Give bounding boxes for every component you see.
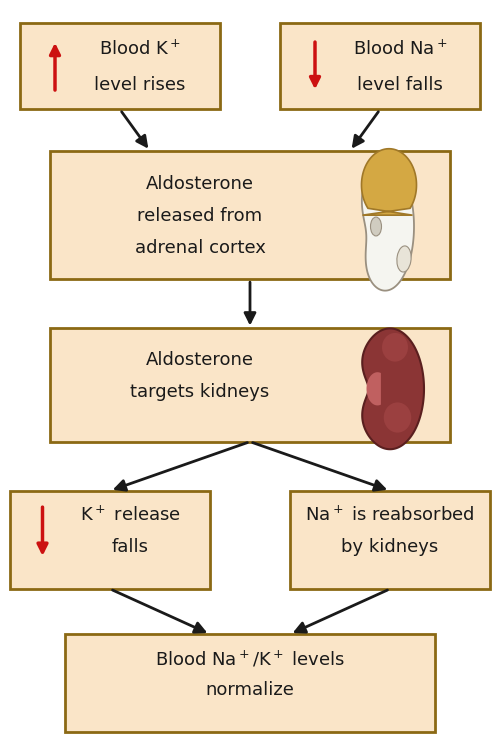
Polygon shape: [362, 328, 424, 449]
Ellipse shape: [384, 402, 411, 433]
Polygon shape: [362, 149, 416, 215]
Text: by kidneys: by kidneys: [342, 538, 438, 556]
Text: released from: released from: [138, 207, 262, 225]
Text: level rises: level rises: [94, 76, 186, 94]
Text: Blood Na$^+$/K$^+$ levels: Blood Na$^+$/K$^+$ levels: [155, 649, 345, 670]
Text: Blood K$^+$: Blood K$^+$: [99, 40, 181, 59]
FancyBboxPatch shape: [65, 634, 435, 732]
Polygon shape: [362, 162, 414, 291]
Text: Na$^+$ is reabsorbed: Na$^+$ is reabsorbed: [306, 506, 474, 525]
FancyBboxPatch shape: [290, 491, 490, 589]
Text: Aldosterone: Aldosterone: [146, 175, 254, 193]
FancyBboxPatch shape: [50, 328, 450, 442]
Ellipse shape: [370, 217, 382, 236]
FancyBboxPatch shape: [10, 491, 210, 589]
FancyBboxPatch shape: [50, 151, 450, 279]
Text: Blood Na$^+$: Blood Na$^+$: [352, 40, 448, 59]
Text: adrenal cortex: adrenal cortex: [134, 239, 266, 257]
Ellipse shape: [382, 333, 408, 362]
Text: targets kidneys: targets kidneys: [130, 383, 270, 401]
Ellipse shape: [397, 246, 411, 272]
FancyBboxPatch shape: [280, 23, 480, 109]
Text: falls: falls: [112, 538, 148, 556]
Text: normalize: normalize: [206, 681, 294, 699]
Text: level falls: level falls: [357, 76, 443, 94]
Text: K$^+$ release: K$^+$ release: [80, 506, 180, 525]
FancyBboxPatch shape: [20, 23, 220, 109]
Polygon shape: [366, 372, 381, 405]
Text: Aldosterone: Aldosterone: [146, 351, 254, 369]
